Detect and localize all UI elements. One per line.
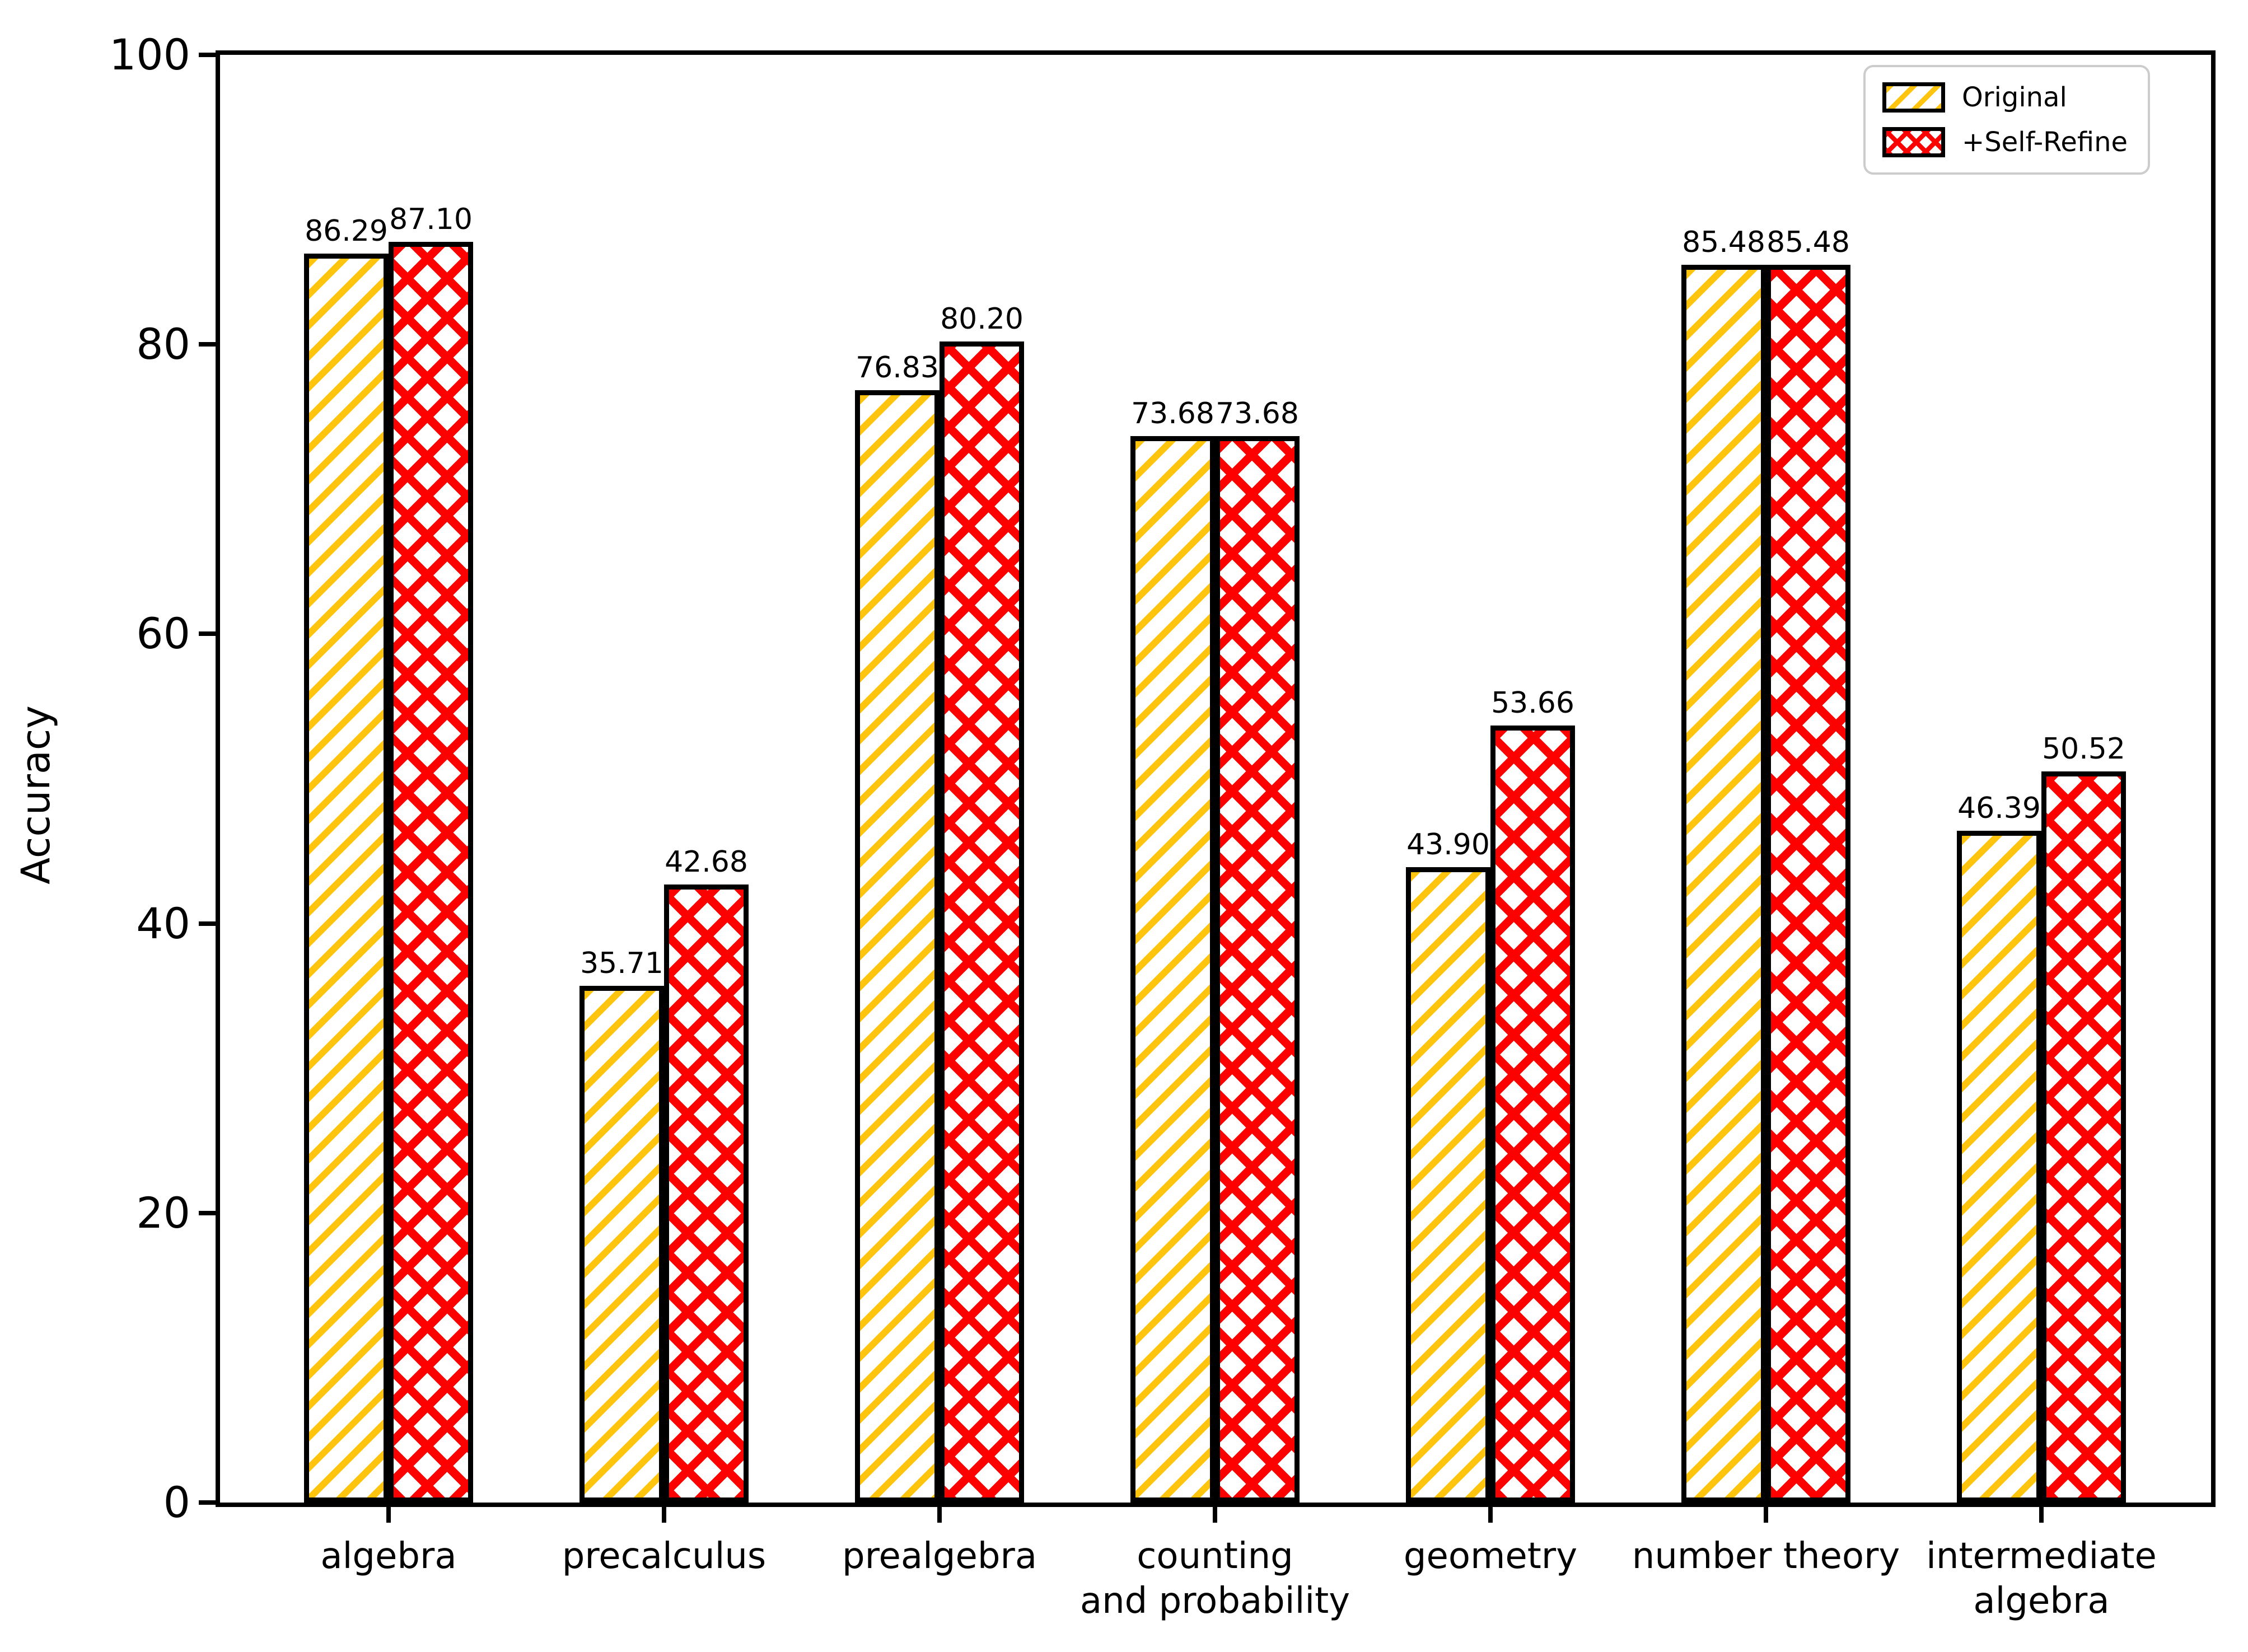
y-axis-tick-label: 80	[136, 319, 190, 369]
bar-self-refine	[940, 341, 1024, 1503]
legend-swatch-original-hatch	[1882, 82, 1945, 113]
bar-original	[855, 390, 940, 1503]
bar-value-label: 76.83	[856, 351, 939, 385]
x-axis-tick	[1764, 1507, 1768, 1523]
x-axis-category-label: counting and probability	[1079, 1536, 1350, 1622]
bar-value-label: 85.48	[1766, 226, 1850, 259]
bar-self-refine	[1215, 436, 1300, 1503]
x-axis-category-label: precalculus	[562, 1536, 767, 1577]
bar-value-label: 87.10	[389, 203, 473, 236]
y-axis-tick-label: 40	[136, 898, 190, 948]
bar-value-label: 42.68	[665, 845, 748, 879]
bar-original	[1130, 436, 1215, 1503]
x-axis-tick	[1213, 1507, 1217, 1523]
bar-original	[1957, 831, 2041, 1503]
bar-self-refine	[389, 242, 473, 1503]
bar-self-refine	[664, 885, 749, 1503]
bar-value-label: 73.68	[1216, 397, 1299, 430]
y-axis-tick-label: 100	[109, 30, 190, 79]
x-axis-category-label: algebra	[320, 1536, 457, 1577]
bar-self-refine	[1766, 265, 1850, 1503]
x-axis-category-label: geometry	[1403, 1536, 1578, 1577]
y-axis-tick-label: 20	[136, 1187, 190, 1238]
bar-self-refine	[2041, 771, 2126, 1503]
y-axis-tick	[199, 921, 216, 926]
legend-item-original: Original	[1882, 82, 2128, 113]
bar-value-label: 80.20	[940, 302, 1023, 336]
plot-area: 86.29 87.10 35.71 42.68 76.83 80.20 73.68 73.68…	[216, 50, 2216, 1507]
bar-value-label: 35.71	[580, 947, 663, 980]
legend-label-self-refine: +Self-Refine	[1962, 127, 2128, 158]
y-axis-tick	[199, 631, 216, 637]
y-axis-tick	[199, 1500, 216, 1505]
bar-self-refine	[1490, 726, 1575, 1503]
bar-value-label: 43.90	[1406, 828, 1490, 862]
y-axis-tick	[199, 1210, 216, 1215]
bar-original	[304, 254, 389, 1503]
bar-value-label: 53.66	[1491, 686, 1574, 720]
x-axis-category-label: prealgebra	[842, 1536, 1037, 1577]
y-axis-tick	[199, 342, 216, 347]
bar-original	[579, 986, 664, 1503]
x-axis-tick	[386, 1507, 391, 1523]
x-axis-category-label: number theory	[1632, 1536, 1900, 1577]
bar-original	[1406, 867, 1490, 1503]
y-axis-tick-label: 60	[136, 609, 190, 659]
bar-value-label: 50.52	[2042, 732, 2125, 766]
legend-label-original: Original	[1962, 82, 2067, 113]
legend: Original +Self-Refine	[1863, 65, 2151, 175]
bar-value-label: 46.39	[1957, 792, 2041, 825]
bar-value-label: 85.48	[1682, 226, 1765, 259]
bar-original	[1681, 265, 1766, 1503]
bar-value-label: 73.68	[1131, 397, 1214, 430]
bar-value-label: 86.29	[305, 214, 388, 248]
x-axis-tick	[662, 1507, 666, 1523]
x-axis-tick	[1488, 1507, 1493, 1523]
x-axis-tick	[2039, 1507, 2044, 1523]
legend-item-self-refine: +Self-Refine	[1882, 127, 2128, 158]
x-axis-tick	[937, 1507, 942, 1523]
y-axis-tick-label: 0	[163, 1477, 190, 1527]
legend-swatch-self-refine-hatch	[1882, 127, 1945, 157]
x-axis-category-label: intermediate algebra	[1926, 1536, 2157, 1622]
y-axis-tick	[199, 53, 216, 57]
